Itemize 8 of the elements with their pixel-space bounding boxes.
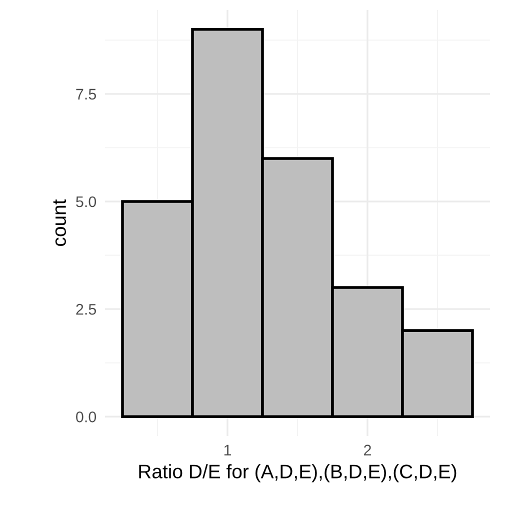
x-tick-label: 2 <box>364 444 371 456</box>
y-axis-title: count <box>53 199 66 246</box>
y-tick-label: 5.0 <box>76 196 96 208</box>
x-axis-title: Ratio D/E for (A,D,E),(B,D,E),(C,D,E) <box>139 464 456 482</box>
y-tick-label: 0.0 <box>76 412 96 422</box>
y-tick-label: 7.5 <box>76 88 96 100</box>
y-tick-label: 2.5 <box>76 304 96 315</box>
x-tick-label: 1 <box>224 444 232 456</box>
